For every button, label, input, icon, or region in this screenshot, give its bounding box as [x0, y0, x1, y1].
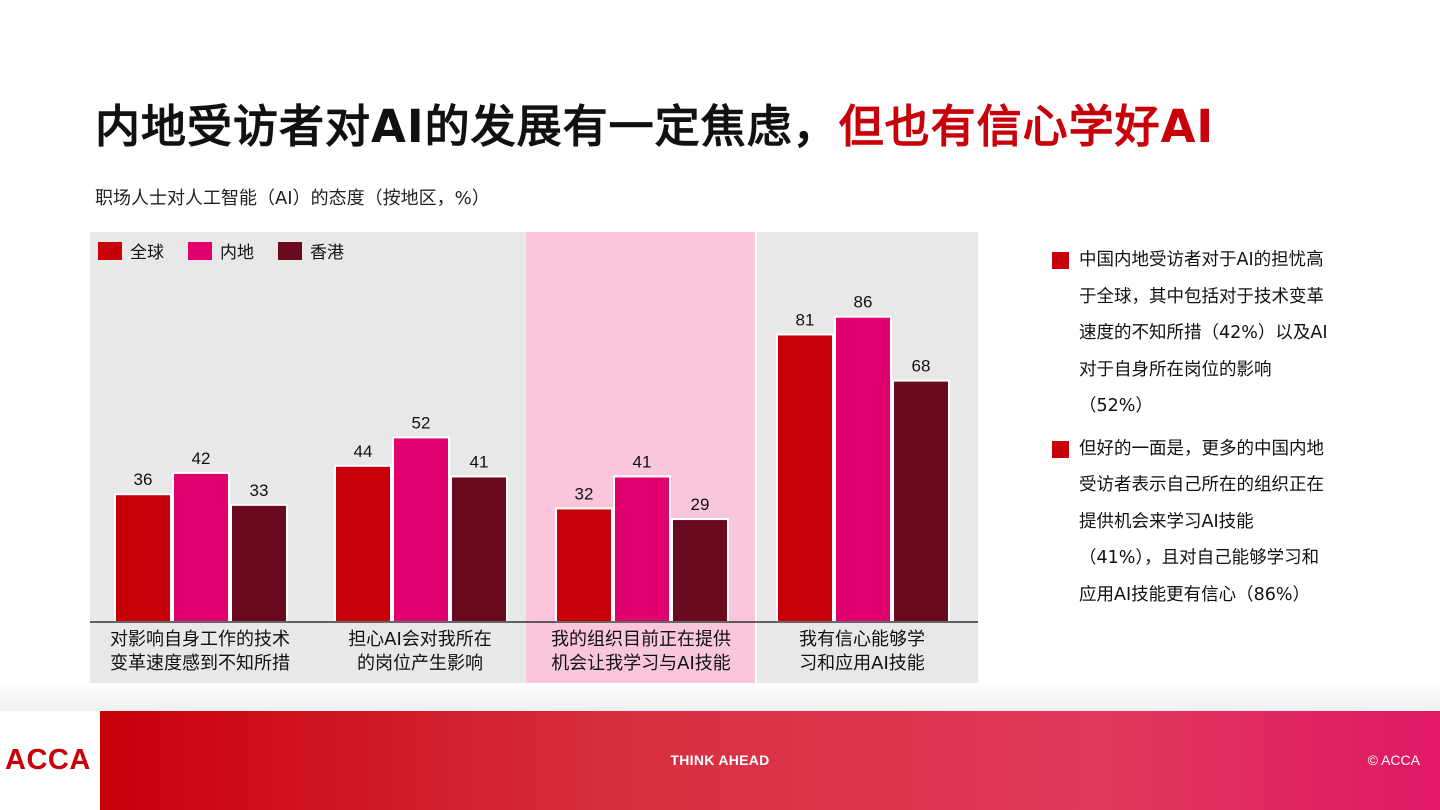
- category-label-3-line2: 机会让我学习与AI技能: [551, 653, 731, 674]
- category-label-1-line1: 对影响自身工作的技术: [110, 629, 290, 650]
- bar-mainland-2: [392, 436, 450, 623]
- data-label-global-3: 32: [575, 484, 594, 503]
- category-label-3: 我的组织目前正在提供 机会让我学习与AI技能: [531, 628, 751, 676]
- category-label-4: 我有信心能够学 习和应用AI技能: [752, 628, 972, 676]
- chart-divider: [755, 232, 757, 683]
- bar-hongkong-2: [450, 475, 508, 623]
- footer-fade: [0, 683, 1440, 711]
- bar-mainland-1: [172, 471, 230, 623]
- footer-tagline: THINK AHEAD: [670, 752, 770, 768]
- legend-item-hongkong: 香港: [278, 238, 344, 263]
- bar-global-2: [334, 464, 392, 623]
- chart-subtitle: 职场人士对人工智能（AI）的态度（按地区，%）: [95, 188, 490, 209]
- category-label-2: 担心AI会对我所在 的岗位产生影响: [310, 628, 530, 676]
- legend-label-global: 全球: [130, 243, 164, 263]
- data-label-mainland-2: 52: [412, 413, 431, 432]
- footer-copyright: © ACCA: [1367, 752, 1420, 768]
- data-label-hongkong-2: 41: [470, 452, 489, 471]
- insight-note-text: 但好的一面是，更多的中国内地受访者表示自己所在的组织正在提供机会来学习AI技能（…: [1079, 438, 1324, 605]
- title-main: 内地受访者对AI的发展有一定焦虑，: [95, 100, 839, 153]
- bar-hongkong-4: [892, 379, 950, 623]
- title-highlight: 但也有信心学好AI: [838, 100, 1215, 153]
- bullet-square-icon: [1052, 440, 1069, 458]
- data-label-hongkong-3: 29: [691, 495, 710, 514]
- footer-bar: [100, 711, 1440, 810]
- category-label-1-line2: 变革速度感到不知所措: [110, 653, 290, 674]
- insight-note-text: 中国内地受访者对于AI的担忧高于全球，其中包括对于技术变革速度的不知所措（42%…: [1079, 250, 1328, 416]
- legend-label-hongkong: 香港: [310, 243, 344, 263]
- acca-logo: ACCA: [5, 744, 91, 776]
- category-label-4-line1: 我有信心能够学: [799, 629, 925, 650]
- legend-swatch-global: [98, 241, 122, 260]
- bullet-square-icon: [1052, 252, 1069, 269]
- legend-swatch-mainland: [188, 241, 212, 260]
- bar-mainland-3: [613, 475, 671, 623]
- bar-hongkong-1: [230, 503, 288, 624]
- bar-mainland-4: [834, 315, 892, 623]
- category-label-2-line1: 担心AI会对我所在: [348, 629, 492, 650]
- legend-label-mainland: 内地: [220, 243, 254, 263]
- legend-item-global: 全球: [98, 238, 164, 263]
- page-title: 内地受访者对AI的发展有一定焦虑，但也有信心学好AI: [95, 90, 1214, 155]
- category-label-2-line2: 的岗位产生影响: [357, 653, 483, 674]
- chart-panel: 全球 内地 香港 36 42 33 44 52 41 32 41 29 81 86 68 对影响自身工…: [90, 232, 978, 683]
- data-label-mainland-1: 42: [192, 449, 211, 468]
- category-label-1: 对影响自身工作的技术 变革速度感到不知所措: [90, 628, 310, 676]
- legend-swatch-hongkong: [278, 241, 302, 260]
- bar-chart: 36 42 33 44 52 41 32 41 29 81 86 68: [90, 293, 978, 624]
- data-label-global-1: 36: [134, 470, 153, 489]
- data-label-hongkong-1: 33: [250, 481, 269, 500]
- data-label-mainland-4: 86: [854, 293, 873, 312]
- legend-item-mainland: 内地: [188, 238, 254, 263]
- insight-notes: 中国内地受访者对于AI的担忧高于全球，其中包括对于技术变革速度的不知所措（42%…: [1052, 242, 1342, 619]
- bar-global-4: [776, 333, 834, 623]
- insight-note: 中国内地受访者对于AI的担忧高于全球，其中包括对于技术变革速度的不知所措（42%…: [1052, 242, 1342, 425]
- category-label-4-line2: 习和应用AI技能: [799, 653, 925, 674]
- insight-note: 但好的一面是，更多的中国内地受访者表示自己所在的组织正在提供机会来学习AI技能（…: [1052, 431, 1342, 614]
- bar-hongkong-3: [671, 518, 729, 623]
- data-label-global-2: 44: [354, 442, 373, 461]
- bar-global-1: [114, 493, 172, 624]
- data-label-mainland-3: 41: [633, 452, 652, 471]
- data-label-global-4: 81: [796, 310, 815, 329]
- category-label-3-line1: 我的组织目前正在提供: [551, 629, 731, 650]
- chart-legend: 全球 内地 香港: [98, 238, 368, 263]
- data-label-hongkong-4: 68: [912, 357, 931, 376]
- bar-global-3: [555, 507, 613, 623]
